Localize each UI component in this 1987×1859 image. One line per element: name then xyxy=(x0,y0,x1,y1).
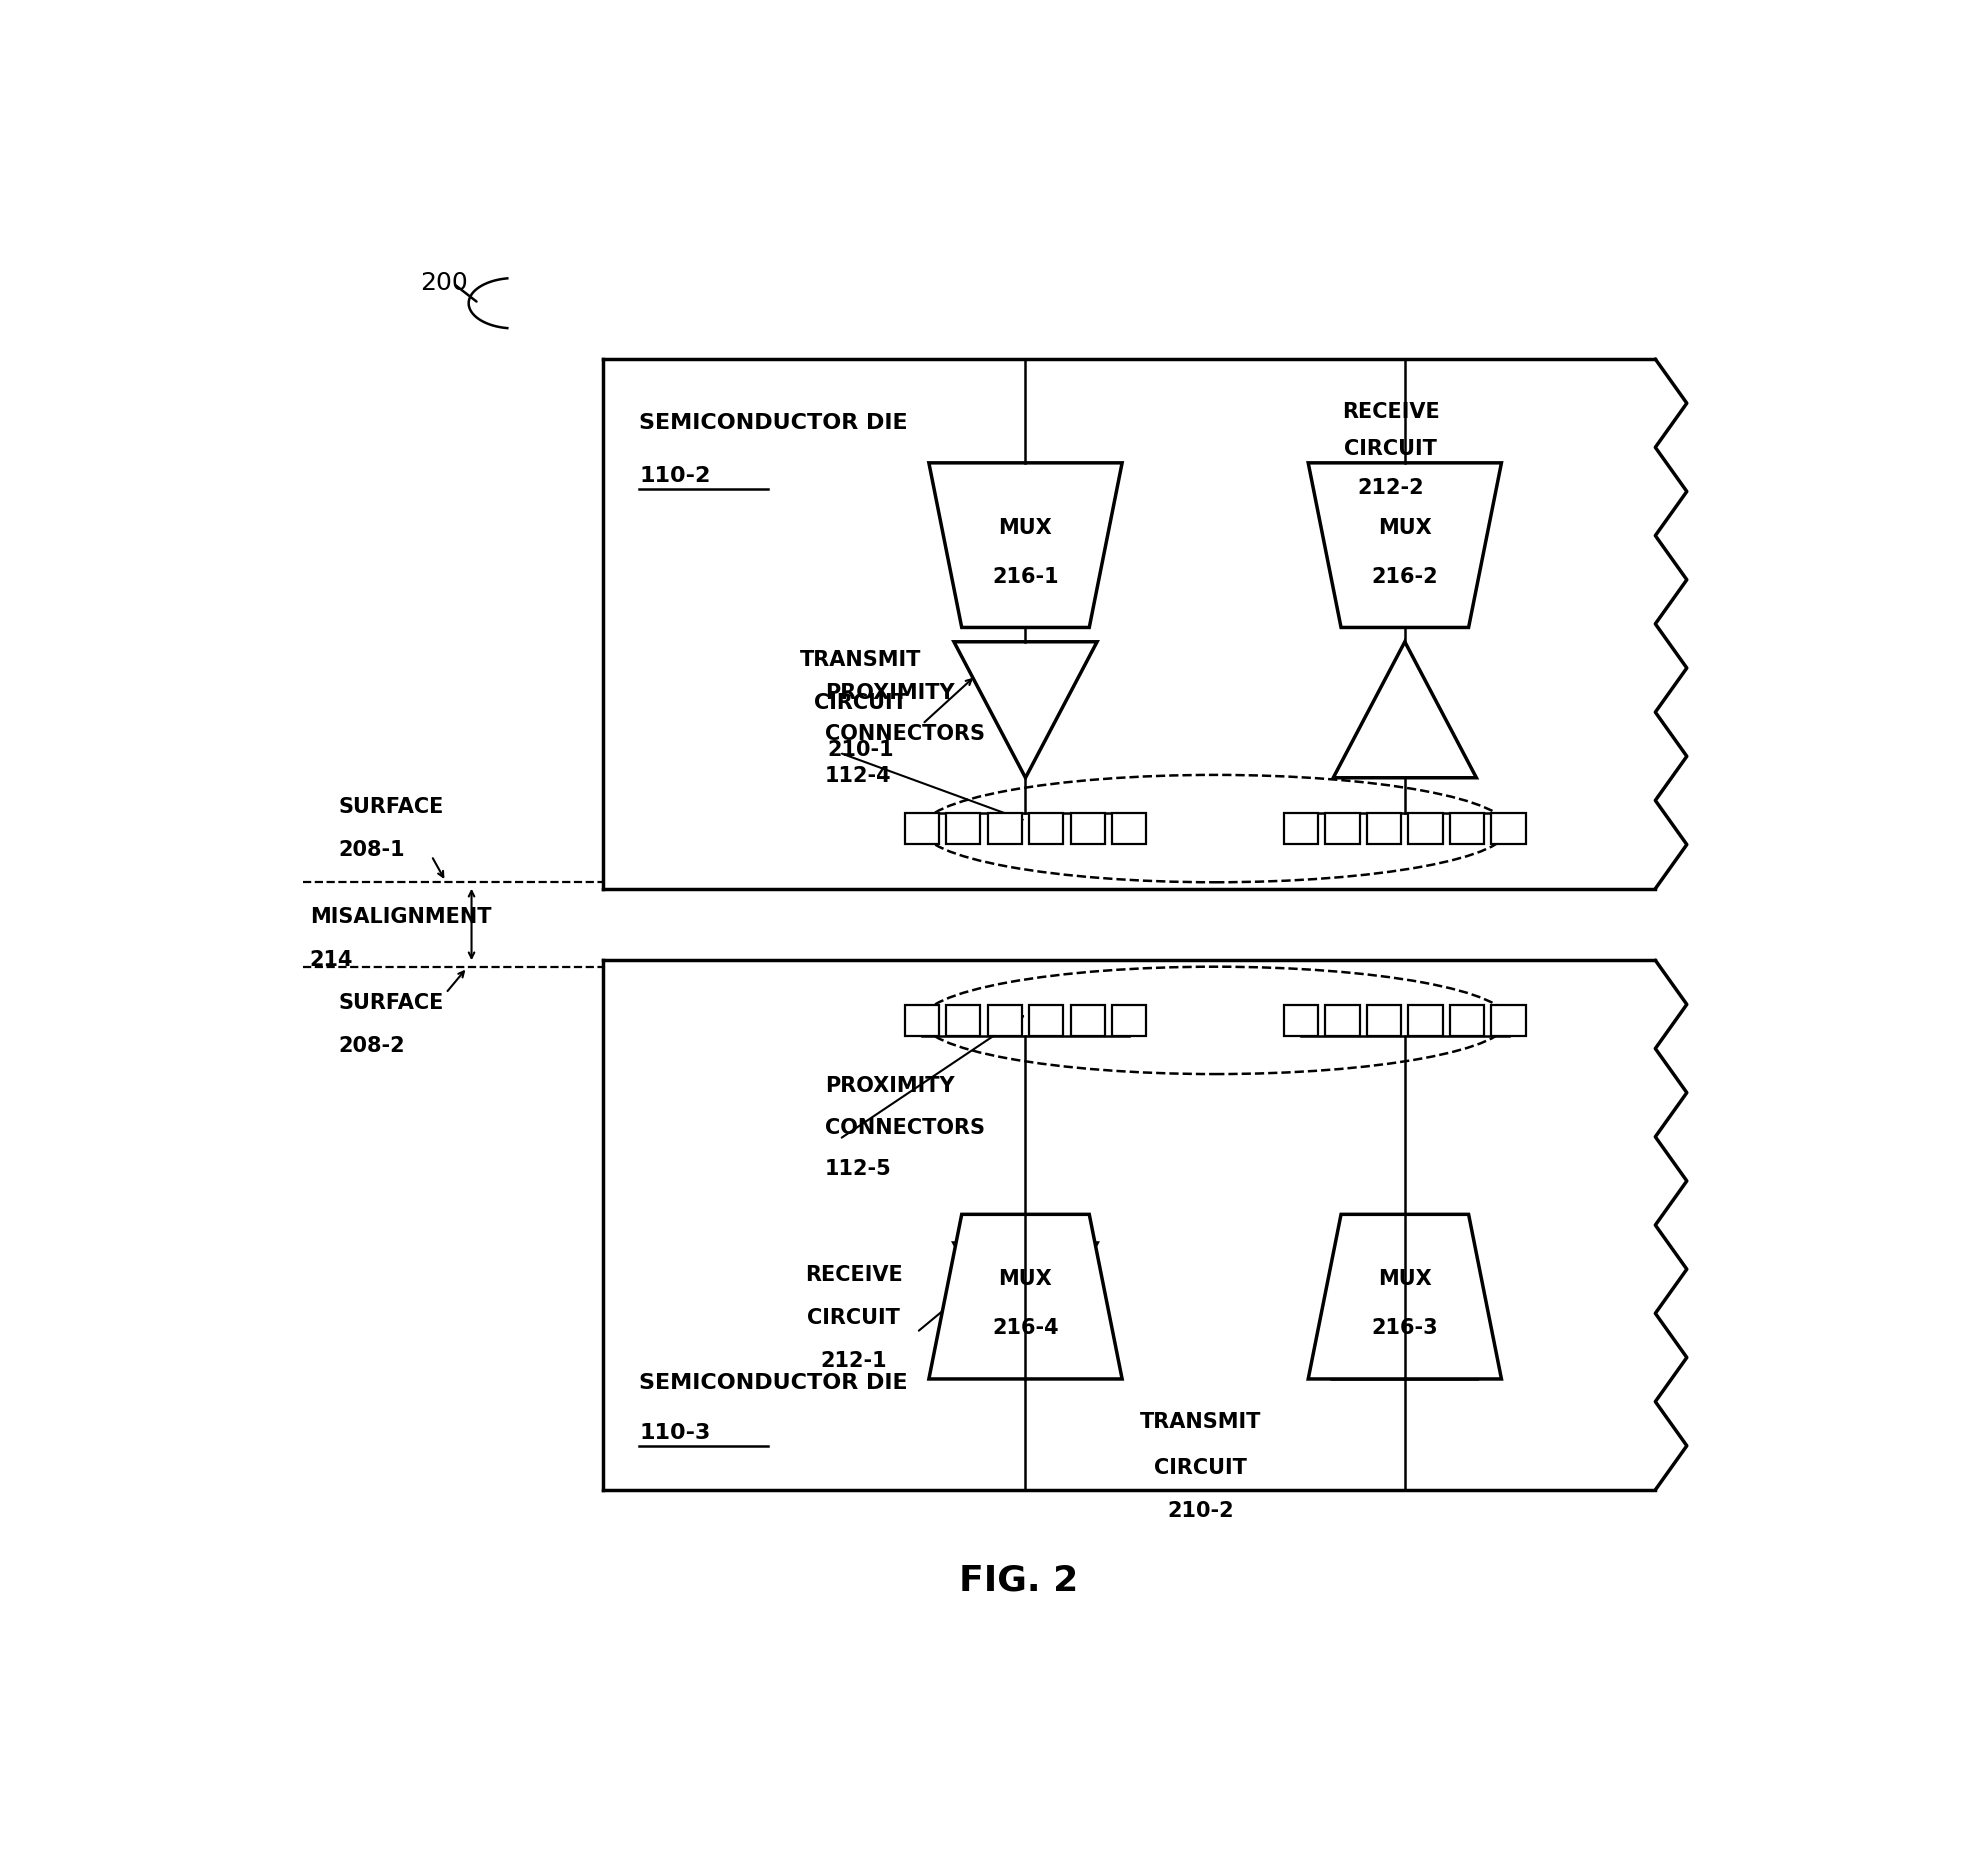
Text: 112-5: 112-5 xyxy=(825,1160,892,1179)
Text: MUX: MUX xyxy=(1377,519,1433,537)
Bar xyxy=(988,1004,1021,1035)
Text: SEMICONDUCTOR DIE: SEMICONDUCTOR DIE xyxy=(640,1372,908,1392)
Text: RECEIVE: RECEIVE xyxy=(1341,402,1439,422)
Text: CIRCUIT: CIRCUIT xyxy=(807,1309,900,1327)
Text: 210-1: 210-1 xyxy=(827,740,894,760)
Polygon shape xyxy=(1307,463,1502,628)
Bar xyxy=(1409,812,1443,844)
Polygon shape xyxy=(1333,1244,1476,1379)
Text: MUX: MUX xyxy=(999,519,1053,537)
Polygon shape xyxy=(954,1244,1097,1379)
Bar xyxy=(904,1004,940,1035)
Text: CONNECTORS: CONNECTORS xyxy=(825,1117,986,1138)
Text: RECEIVE: RECEIVE xyxy=(805,1266,902,1285)
Bar xyxy=(1325,1004,1359,1035)
Bar xyxy=(1325,812,1359,844)
Bar xyxy=(1029,812,1063,844)
Text: 210-2: 210-2 xyxy=(1168,1500,1234,1521)
Bar xyxy=(1451,1004,1484,1035)
Bar xyxy=(1284,1004,1317,1035)
Text: 208-1: 208-1 xyxy=(338,840,405,861)
Bar xyxy=(1284,812,1317,844)
Text: CIRCUIT: CIRCUIT xyxy=(1154,1457,1248,1478)
Bar xyxy=(1029,1004,1063,1035)
Text: MUX: MUX xyxy=(999,1270,1053,1290)
Bar xyxy=(1492,812,1526,844)
Text: 216-3: 216-3 xyxy=(1371,1318,1439,1338)
Text: CONNECTORS: CONNECTORS xyxy=(825,725,986,744)
Text: PROXIMITY: PROXIMITY xyxy=(825,1076,954,1097)
Text: 212-1: 212-1 xyxy=(821,1351,886,1372)
Text: 110-3: 110-3 xyxy=(640,1422,711,1443)
Polygon shape xyxy=(1307,1214,1502,1379)
Bar xyxy=(1409,1004,1443,1035)
Text: 216-1: 216-1 xyxy=(992,567,1059,587)
Bar xyxy=(946,812,980,844)
Text: PROXIMITY: PROXIMITY xyxy=(825,682,954,703)
Polygon shape xyxy=(928,463,1123,628)
Text: 214: 214 xyxy=(310,950,354,970)
Text: 112-4: 112-4 xyxy=(825,766,892,786)
Bar xyxy=(1071,812,1105,844)
Polygon shape xyxy=(954,641,1097,777)
Text: 208-2: 208-2 xyxy=(338,1035,405,1056)
Text: 216-4: 216-4 xyxy=(992,1318,1059,1338)
Bar xyxy=(988,812,1021,844)
Bar xyxy=(1071,1004,1105,1035)
Text: SURFACE: SURFACE xyxy=(338,798,443,818)
Text: CIRCUIT: CIRCUIT xyxy=(1343,439,1437,459)
Text: TRANSMIT: TRANSMIT xyxy=(801,649,922,669)
Polygon shape xyxy=(1333,641,1476,777)
Text: 200: 200 xyxy=(419,271,467,296)
Polygon shape xyxy=(928,1214,1123,1379)
Text: MISALIGNMENT: MISALIGNMENT xyxy=(310,907,491,928)
Text: FIG. 2: FIG. 2 xyxy=(958,1563,1079,1597)
Text: SEMICONDUCTOR DIE: SEMICONDUCTOR DIE xyxy=(640,413,908,433)
Text: 212-2: 212-2 xyxy=(1357,478,1425,498)
Bar xyxy=(946,1004,980,1035)
Text: MUX: MUX xyxy=(1377,1270,1433,1290)
Bar xyxy=(1451,812,1484,844)
Text: SURFACE: SURFACE xyxy=(338,993,443,1013)
Bar xyxy=(1113,812,1146,844)
Bar xyxy=(904,812,940,844)
Text: 216-2: 216-2 xyxy=(1371,567,1439,587)
Bar xyxy=(1367,1004,1401,1035)
Bar xyxy=(1113,1004,1146,1035)
Text: CIRCUIT: CIRCUIT xyxy=(815,693,908,712)
Text: 110-2: 110-2 xyxy=(640,467,711,487)
Text: TRANSMIT: TRANSMIT xyxy=(1141,1411,1262,1431)
Bar xyxy=(1492,1004,1526,1035)
Bar xyxy=(1367,812,1401,844)
